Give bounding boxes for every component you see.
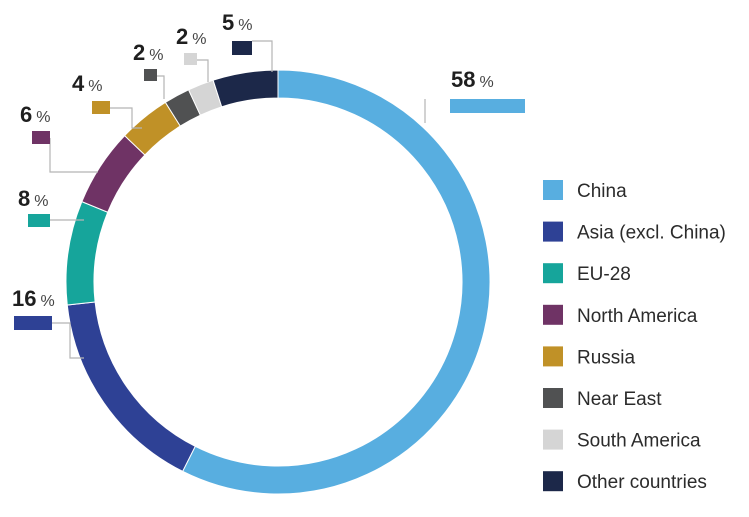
legend-swatch — [543, 221, 563, 242]
legend-swatch — [543, 304, 563, 325]
callout-china: 58% — [424, 67, 525, 123]
legend-swatch — [543, 180, 563, 200]
callout-swatch — [92, 101, 110, 114]
legend-label: North America — [577, 306, 698, 327]
leader-line — [157, 75, 165, 99]
legend-swatch — [543, 346, 563, 367]
legend-label: South America — [577, 431, 701, 452]
legend-item-south-america: South America — [543, 429, 701, 452]
callout-eu-28: 8% — [18, 186, 84, 227]
data-label: 2% — [133, 40, 163, 65]
slice-china — [181, 69, 491, 495]
legend-item-near-east: Near East — [543, 388, 662, 410]
legend-label: Near East — [577, 389, 662, 410]
callout-other-countries: 5% — [222, 10, 273, 72]
data-label: 5% — [222, 10, 252, 35]
callout-swatch — [184, 53, 197, 65]
legend-label: Russia — [577, 347, 636, 368]
slice-other-countries — [212, 69, 279, 108]
callout-near-east: 2% — [133, 40, 165, 99]
leader-line — [110, 107, 142, 129]
callout-swatch — [28, 214, 50, 227]
callout-asia-excl-china: 16% — [12, 286, 84, 359]
callout-swatch — [232, 41, 252, 55]
data-label: 2% — [176, 24, 206, 49]
callout-south-america: 2% — [176, 24, 209, 82]
data-label: 8% — [18, 186, 48, 211]
slice-eu-28 — [65, 200, 109, 306]
leader-line — [52, 322, 84, 359]
slice-north-america — [81, 134, 146, 213]
legend-label: Asia (excl. China) — [577, 223, 726, 244]
callout-swatch — [14, 316, 52, 330]
legend: China Asia (excl. China) EU-28 North Americ… — [543, 180, 726, 493]
data-label: 6% — [20, 102, 50, 127]
legend-swatch — [543, 263, 563, 284]
slice-asia-excl-china — [66, 301, 196, 473]
legend-item-asia-excl-china: Asia (excl. China) — [543, 221, 726, 244]
callout-labels: 58 % 16 % 8 % 6 % 4 % 2 % 2 % 5% — [12, 10, 525, 359]
legend-item-china: China — [543, 180, 627, 202]
callout-swatch — [32, 131, 50, 144]
legend-swatch — [543, 471, 563, 492]
data-label: 4% — [72, 71, 102, 96]
callout-swatch — [450, 99, 525, 113]
legend-item-eu-28: EU-28 — [543, 263, 631, 285]
callout-north-america: 6% — [20, 102, 98, 173]
legend-label: China — [577, 181, 627, 202]
legend-item-russia: Russia — [543, 346, 636, 368]
legend-item-north-america: North America — [543, 304, 698, 327]
legend-label: Other countries — [577, 472, 707, 493]
donut-slices — [65, 69, 491, 495]
data-label: 58% — [451, 67, 494, 92]
leader-line — [197, 59, 209, 82]
leader-line — [49, 138, 98, 173]
legend-label: EU-28 — [577, 264, 631, 285]
legend-item-other-countries: Other countries — [543, 471, 707, 493]
legend-swatch — [543, 429, 563, 450]
legend-swatch — [543, 388, 563, 408]
callout-russia: 4% — [72, 71, 142, 129]
data-label: 16% — [12, 286, 55, 311]
callout-swatch — [144, 69, 157, 81]
leader-line — [252, 40, 273, 72]
